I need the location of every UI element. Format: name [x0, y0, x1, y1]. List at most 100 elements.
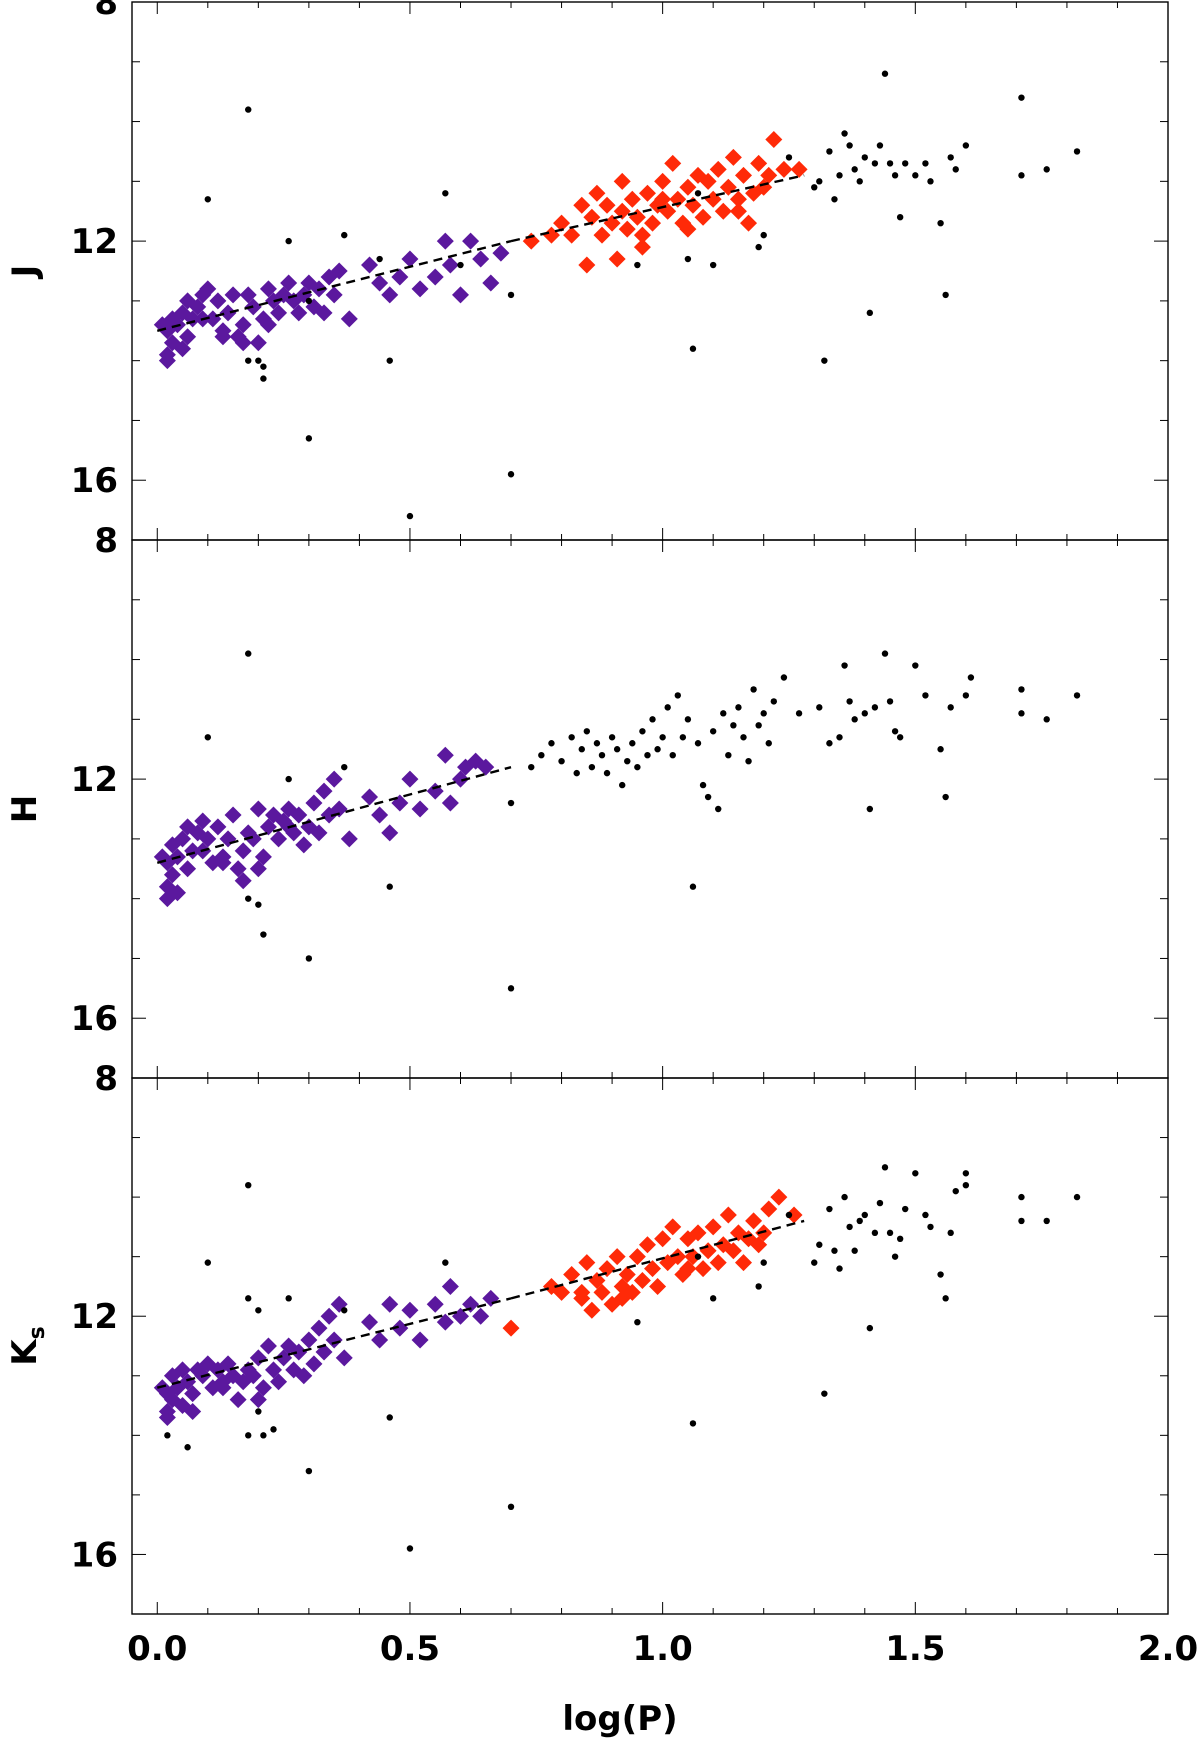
data-point	[836, 734, 843, 741]
data-point	[340, 830, 358, 848]
data-point	[305, 297, 313, 305]
data-point	[168, 884, 186, 902]
data-point	[937, 1271, 944, 1278]
data-point	[249, 860, 267, 878]
data-point	[285, 237, 292, 245]
data-point	[826, 1205, 833, 1213]
data-point	[593, 740, 601, 747]
data-point	[613, 1289, 631, 1307]
data-point	[664, 704, 671, 711]
data-point	[598, 752, 606, 759]
data-point	[179, 328, 197, 346]
data-point	[411, 1331, 429, 1349]
data-point	[896, 734, 904, 741]
data-point	[1043, 166, 1050, 173]
data-point	[881, 70, 889, 77]
data-point	[608, 250, 626, 268]
data-point	[184, 1444, 191, 1451]
data-point	[603, 214, 621, 232]
data-point	[836, 172, 843, 179]
data-point	[234, 316, 252, 334]
data-point	[578, 746, 585, 753]
data-point	[826, 740, 833, 747]
data-point	[245, 1432, 252, 1439]
data-point	[679, 734, 687, 741]
data-point	[598, 196, 616, 214]
data-point	[922, 692, 929, 699]
data-point	[709, 261, 717, 269]
data-point	[861, 154, 868, 161]
data-point	[573, 196, 591, 214]
data-point	[249, 334, 267, 352]
x-tick-label: 0.0	[127, 1629, 187, 1669]
data-point	[583, 208, 601, 226]
data-point	[704, 793, 712, 801]
data-point	[371, 1331, 389, 1349]
data-point	[199, 830, 217, 848]
x-axis-title: log(P)	[562, 1699, 677, 1739]
data-point	[654, 1230, 672, 1248]
data-point	[735, 704, 742, 711]
data-point	[451, 770, 469, 788]
data-point	[846, 1223, 853, 1231]
data-point	[694, 190, 702, 197]
data-point	[639, 728, 646, 735]
data-point	[583, 1301, 601, 1319]
data-point	[255, 357, 262, 364]
data-point	[244, 1367, 262, 1385]
data-point	[608, 734, 616, 741]
data-point	[851, 166, 858, 173]
data-point	[340, 310, 358, 328]
data-point	[881, 1164, 889, 1171]
data-point	[634, 763, 641, 771]
data-point	[588, 184, 606, 202]
fit-line	[156, 239, 512, 332]
data-point	[679, 220, 697, 238]
data-point	[861, 1211, 868, 1219]
data-point	[245, 650, 252, 657]
data-point	[1018, 1193, 1025, 1201]
data-point	[891, 172, 899, 179]
data-point	[952, 1187, 959, 1195]
data-point	[472, 250, 490, 268]
data-point	[573, 769, 580, 777]
data-point	[224, 286, 242, 304]
data-point	[295, 1367, 313, 1385]
data-point	[320, 1307, 338, 1325]
data-point	[750, 686, 757, 693]
data-point	[1018, 1217, 1025, 1225]
data-point	[866, 1324, 874, 1332]
data-point	[740, 734, 747, 741]
data-point	[260, 375, 267, 382]
data-point	[704, 1218, 722, 1236]
data-point	[330, 262, 348, 280]
data-point	[259, 280, 277, 298]
data-point	[734, 1254, 752, 1272]
data-point	[608, 1248, 626, 1266]
data-point	[1018, 94, 1025, 101]
data-point	[709, 1254, 727, 1272]
data-point	[927, 178, 934, 185]
data-point	[260, 1432, 267, 1439]
data-point	[679, 1260, 697, 1278]
data-point	[760, 1259, 767, 1266]
data-point	[249, 1391, 267, 1409]
data-point	[174, 830, 192, 848]
data-point	[381, 1295, 399, 1313]
data-point	[886, 698, 894, 705]
data-point	[709, 160, 727, 178]
data-point	[158, 352, 176, 370]
data-point	[310, 824, 328, 842]
data-point	[633, 226, 651, 244]
data-point	[896, 1235, 904, 1243]
data-point	[836, 1265, 843, 1272]
data-point	[638, 184, 656, 202]
data-point	[381, 286, 399, 304]
data-point	[325, 770, 343, 788]
data-point	[816, 704, 823, 711]
data-point	[401, 1301, 419, 1319]
data-point	[821, 1390, 828, 1397]
x-tick-label: 0.5	[380, 1629, 440, 1669]
data-point	[507, 471, 515, 478]
data-point	[310, 1319, 328, 1337]
